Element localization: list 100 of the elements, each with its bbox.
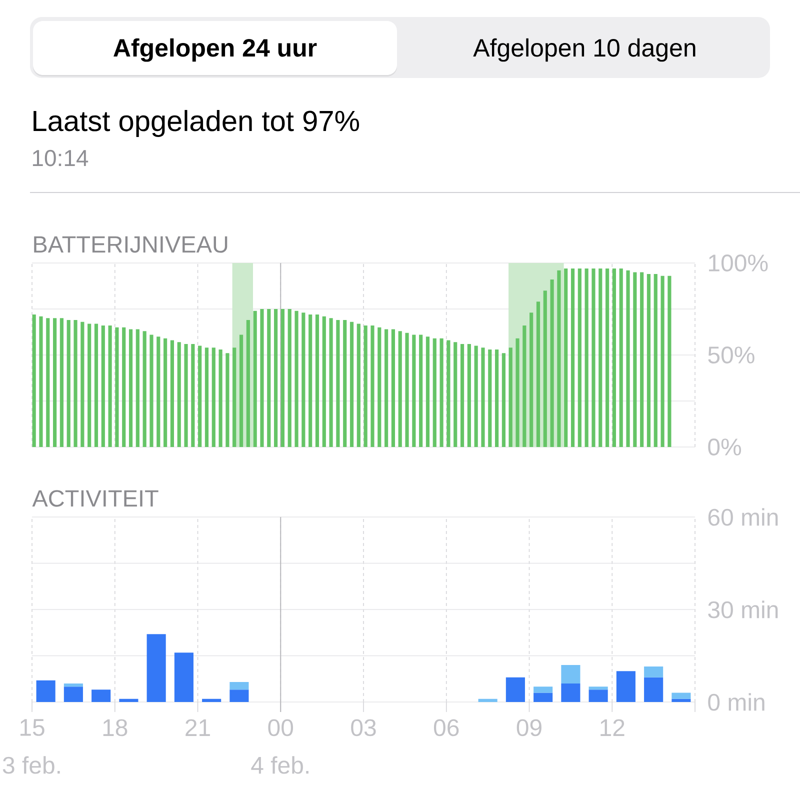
bar bbox=[66, 320, 70, 447]
bar bbox=[164, 338, 168, 447]
y-tick-label: 60 min bbox=[708, 508, 778, 526]
bar bbox=[384, 329, 388, 447]
bar bbox=[177, 342, 181, 447]
bar bbox=[115, 327, 119, 447]
bar bbox=[660, 276, 664, 447]
bar bbox=[654, 274, 658, 447]
bar bbox=[534, 686, 553, 693]
bar bbox=[92, 690, 111, 702]
bar bbox=[39, 316, 43, 447]
bar bbox=[516, 338, 520, 447]
bar bbox=[488, 349, 492, 447]
bar bbox=[204, 348, 209, 447]
bar bbox=[530, 312, 534, 447]
bar bbox=[156, 336, 160, 447]
bar bbox=[506, 677, 525, 702]
bar bbox=[570, 268, 575, 447]
bar bbox=[561, 664, 580, 684]
bar bbox=[280, 308, 284, 447]
bar bbox=[391, 329, 395, 447]
y-tick-label: 100% bbox=[709, 254, 768, 272]
bar bbox=[64, 683, 83, 687]
chart-title: BATTERIJNIVEAU bbox=[34, 236, 228, 253]
bar bbox=[246, 320, 250, 447]
bar bbox=[150, 334, 154, 447]
text: Afgelopen 10 dagen bbox=[473, 38, 696, 62]
bar bbox=[88, 324, 92, 447]
bar bbox=[460, 344, 464, 447]
bar bbox=[598, 268, 602, 447]
bar bbox=[253, 310, 257, 447]
bar bbox=[370, 326, 374, 447]
bar bbox=[378, 327, 382, 447]
bar bbox=[646, 274, 651, 447]
bar bbox=[626, 270, 630, 447]
bar bbox=[288, 308, 292, 447]
bar bbox=[644, 666, 664, 678]
y-tick-label: 50% bbox=[708, 346, 754, 364]
bar bbox=[398, 331, 402, 447]
bar bbox=[536, 302, 540, 447]
bar bbox=[274, 308, 278, 447]
bar bbox=[60, 318, 64, 447]
bar bbox=[174, 652, 194, 702]
bar bbox=[343, 320, 347, 447]
bar bbox=[184, 344, 188, 447]
bar bbox=[136, 329, 140, 447]
bar bbox=[232, 348, 236, 447]
bar bbox=[218, 349, 222, 447]
x-tick-label: 15 bbox=[20, 719, 44, 736]
bar bbox=[80, 322, 84, 447]
bar bbox=[212, 348, 216, 447]
text: 10:14 bbox=[32, 150, 88, 166]
bar bbox=[364, 326, 368, 447]
bar bbox=[239, 334, 244, 447]
bar bbox=[170, 340, 174, 447]
bar bbox=[478, 698, 498, 702]
bar bbox=[672, 698, 691, 702]
bar bbox=[543, 290, 547, 447]
bar bbox=[619, 268, 623, 447]
bar bbox=[578, 268, 582, 447]
text: Afgelopen 24 uur bbox=[114, 38, 317, 62]
bar bbox=[119, 698, 138, 702]
bar bbox=[260, 308, 264, 447]
bar bbox=[146, 634, 166, 702]
bar bbox=[588, 686, 608, 690]
bar bbox=[440, 338, 444, 447]
bar bbox=[412, 334, 416, 447]
bar bbox=[122, 327, 126, 447]
bar bbox=[474, 346, 478, 447]
bar bbox=[592, 268, 596, 447]
bar bbox=[508, 348, 512, 447]
bar bbox=[550, 280, 554, 447]
chart-title: ACTIVITEIT bbox=[32, 490, 158, 507]
bar bbox=[226, 353, 230, 447]
bar bbox=[267, 308, 271, 447]
bar bbox=[32, 314, 36, 447]
bar bbox=[230, 690, 249, 702]
x-tick-label: 21 bbox=[186, 719, 210, 736]
x-tick-label: 06 bbox=[434, 719, 459, 736]
bar bbox=[101, 326, 105, 447]
bar bbox=[308, 314, 312, 447]
bar bbox=[640, 272, 644, 447]
bar bbox=[446, 340, 450, 447]
x-tick-label: 18 bbox=[103, 719, 128, 736]
bar bbox=[432, 338, 436, 447]
bar bbox=[202, 698, 222, 702]
bar bbox=[644, 677, 664, 702]
y-tick-label: 0% bbox=[708, 438, 742, 456]
bar bbox=[108, 326, 112, 447]
x-tick-label: 00 bbox=[268, 719, 294, 736]
bar bbox=[336, 320, 340, 447]
bar bbox=[329, 318, 333, 447]
bar bbox=[606, 268, 610, 447]
bar bbox=[522, 326, 526, 447]
bar bbox=[94, 324, 98, 447]
bar bbox=[616, 671, 636, 702]
bar bbox=[633, 272, 637, 447]
bar bbox=[230, 682, 249, 690]
x-tick-label: 03 bbox=[351, 719, 376, 736]
bar bbox=[315, 314, 320, 447]
